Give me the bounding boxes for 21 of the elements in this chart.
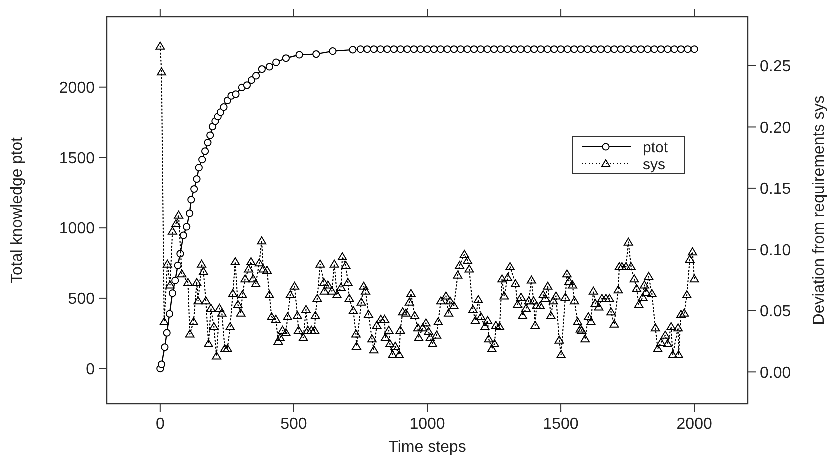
y2-tick-label: 0.10 [760,242,792,260]
y2-axis-title: Deviation from requirements sys [811,96,828,326]
x-tick-label: 1000 [410,416,446,433]
x-tick-label: 1500 [543,416,579,433]
y-tick-label: 1000 [59,220,96,238]
x-tick-label: 2000 [676,416,712,433]
legend-label: sys [643,156,666,174]
y-tick-label: 1500 [59,150,96,168]
x-tick-label: 0 [156,416,165,433]
y2-tick-label: 0.20 [760,120,792,137]
y-tick-label: 0 [86,361,96,378]
y-axis-title: Total knowledge ptot [9,137,26,284]
legend-label: ptot [643,139,669,156]
y-tick-label: 500 [68,291,96,308]
x-tick-label: 500 [280,416,308,433]
y2-tick-label: 0.15 [760,181,792,198]
y2-tick-label: 0.05 [760,304,792,321]
x-axis-title: Time steps [388,439,466,456]
y2-tick-label: 0.00 [760,364,792,382]
y2-tick-label: 0.25 [760,58,792,76]
y-tick-label: 2000 [59,80,96,97]
